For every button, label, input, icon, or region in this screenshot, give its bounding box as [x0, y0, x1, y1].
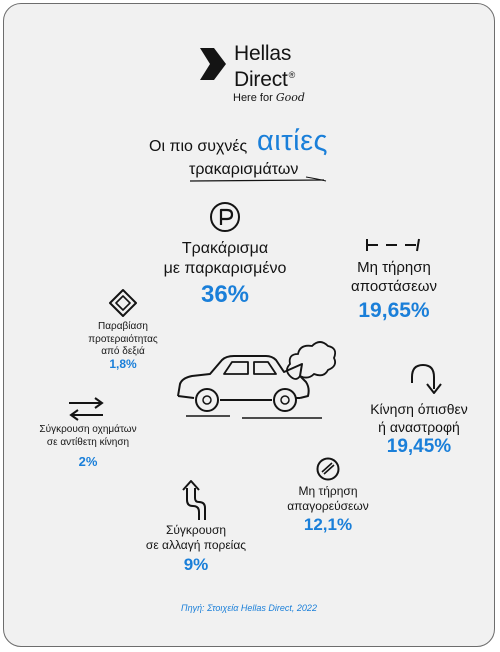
heading-line2: τρακαρισμάτων — [189, 161, 299, 178]
broken-down-car-icon — [177, 341, 337, 419]
parking-icon — [210, 202, 240, 232]
cause-lane-change-label: Σύγκρουση σε αλλαγή πορείας — [145, 523, 247, 552]
brand-name-line1: Hellas — [234, 42, 292, 65]
registered-mark: ® — [288, 70, 296, 80]
diamond-sign-icon — [109, 289, 137, 317]
u-turn-arrow-icon — [411, 363, 442, 394]
distance-dashes-icon — [366, 238, 420, 252]
cause-opposite-label: Σύγκρουση οχημάτων σε αντίθετη κίνηση — [39, 424, 137, 448]
infographic-card: Hellas Direct® Here for Good Οι πιο συχν… — [3, 3, 495, 647]
no-entry-icon — [316, 457, 340, 481]
cause-reverse-label: Κίνηση όπισθεν ή αναστροφή — [370, 401, 468, 435]
cause-opposite-value: 2% — [78, 454, 98, 469]
cause-priority-label: Παραβίαση προτεραιότητας από δεξιά — [88, 321, 158, 357]
brand-tagline: Here for Good — [233, 91, 305, 104]
hellas-direct-logo-icon — [200, 48, 226, 80]
heading-highlight: αιτίες — [257, 125, 329, 157]
source-note: Πηγή: Στοιχεία Hellas Direct, 2022 — [181, 603, 317, 613]
cause-parked-label: Τρακάρισμα με παρκαρισμένο — [163, 240, 287, 277]
opposite-arrows-icon — [69, 397, 104, 421]
cause-priority-value: 1,8% — [109, 357, 137, 371]
cause-prohibitions-label: Μη τήρηση απαγορεύσεων — [287, 484, 369, 513]
heading-underline-icon — [189, 176, 327, 182]
cause-reverse-value: 19,45% — [386, 436, 452, 457]
cause-lane-change-value: 9% — [183, 555, 209, 574]
cause-prohibitions-value: 12,1% — [303, 515, 353, 534]
winding-arrow-icon — [182, 480, 206, 520]
cause-distance-label: Μη τήρηση αποστάσεων — [351, 259, 437, 295]
cause-parked-value: 36% — [200, 281, 250, 308]
brand-name-line2: Direct® — [234, 68, 296, 91]
cause-distance-value: 19,65% — [358, 299, 430, 322]
heading-prefix: Οι πιο συχνές — [149, 138, 248, 155]
